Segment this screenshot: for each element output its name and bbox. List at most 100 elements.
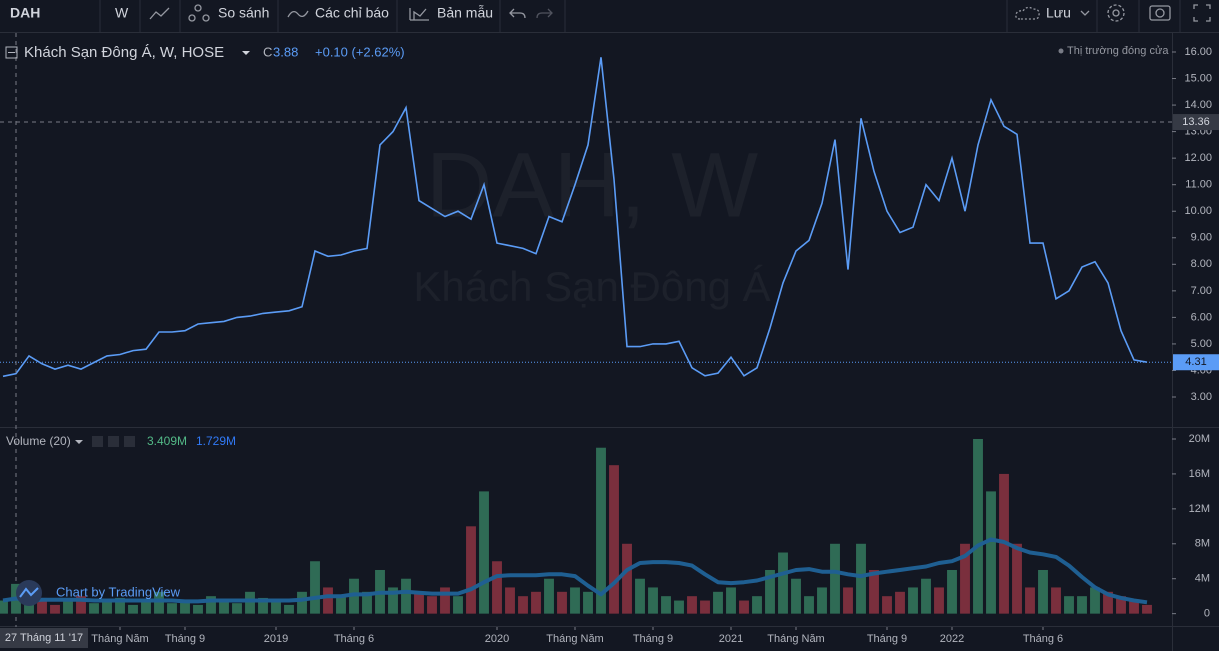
x-tick-label: Tháng Năm [767, 633, 824, 645]
symbol[interactable]: DAH [10, 5, 40, 21]
templates-button[interactable]: Bản mẫu [437, 5, 493, 21]
volume-bar [739, 600, 749, 614]
compare-button[interactable]: So sánh [218, 5, 269, 21]
y-tick-label: 8.00 [1191, 258, 1212, 270]
volume-bar [1103, 591, 1113, 614]
volume-ma-line [2, 537, 1148, 605]
volume-bar [362, 591, 372, 614]
volume-bar [791, 578, 801, 614]
redo-button[interactable] [536, 8, 553, 19]
close-label: C [263, 44, 272, 59]
x-tick-label: Tháng 6 [334, 633, 374, 645]
volume-bar [0, 600, 8, 614]
y-tick-label: 16.00 [1184, 46, 1212, 58]
volume-bar [271, 600, 281, 614]
volume-bar [1090, 587, 1100, 614]
volume-ma-value: 1.729M [196, 434, 236, 448]
watermark-name: Khách Sạn Đông Á [413, 263, 770, 310]
volume-bar [531, 591, 541, 614]
x-tick-label: 2019 [264, 633, 288, 645]
volume-bar [37, 597, 47, 614]
volume-value: 3.409M [147, 434, 187, 448]
y-tick-label: 9.00 [1191, 232, 1212, 244]
volume-bar [1077, 596, 1087, 614]
crosshair-price-label: 13.36 [1182, 116, 1210, 128]
volume-bar [622, 543, 632, 614]
x-tick-label: 2022 [940, 633, 964, 645]
undo-button[interactable] [509, 8, 526, 19]
volume-bar [609, 465, 619, 614]
volume-bar [713, 591, 723, 614]
save-menu[interactable] [1080, 10, 1090, 16]
plot: 3.004.005.006.007.008.009.0010.0011.0012… [0, 33, 1219, 648]
volume-bar [557, 591, 567, 614]
volume-bar [284, 604, 294, 614]
volume-bar [1142, 604, 1152, 614]
volume-bar [24, 603, 34, 614]
volume-bar [765, 569, 775, 614]
y-tick-label: 7.00 [1191, 285, 1212, 297]
volume-bar [167, 603, 177, 614]
volume-bar [102, 600, 112, 614]
y-tick-label: 16M [1189, 468, 1210, 480]
volume-bar [297, 591, 307, 614]
fullscreen-button[interactable] [1193, 4, 1211, 22]
price-line [2, 57, 1148, 378]
volume-bar [947, 569, 957, 614]
templates-icon[interactable] [409, 8, 429, 21]
indicators-button[interactable]: Các chỉ báo [315, 5, 389, 21]
y-tick-label: 11.00 [1185, 179, 1212, 191]
volume-bar [245, 591, 255, 614]
interval[interactable]: W [115, 5, 129, 21]
volume-bar [661, 596, 671, 614]
y-tick-label: 3.00 [1191, 391, 1212, 403]
symbol-menu[interactable] [242, 51, 250, 55]
branding-text[interactable]: Chart by TradingView [56, 584, 181, 599]
volume-bar [804, 596, 814, 614]
volume-menu[interactable] [75, 440, 83, 444]
volume-bar [440, 587, 450, 614]
volume-bar [973, 438, 983, 614]
market-status: Thị trường đóng cửa [1067, 45, 1169, 57]
y-tick-label: 4M [1195, 573, 1210, 585]
snapshot-button[interactable] [1149, 5, 1171, 21]
x-tick-label: Tháng 9 [867, 633, 907, 645]
collapse-icon[interactable] [5, 46, 18, 59]
branding[interactable]: Chart by TradingView [16, 580, 181, 606]
volume-bar [154, 591, 164, 614]
save-button[interactable]: Lưu [1046, 5, 1071, 21]
volume-bar [206, 596, 216, 614]
volume-title[interactable]: Volume (20) [6, 434, 71, 448]
volume-bar [1129, 600, 1139, 614]
chart-type-icon[interactable] [149, 7, 170, 20]
volume-bar [908, 587, 918, 614]
volume-bar [492, 561, 502, 614]
y-tick-label: 0 [1204, 608, 1210, 620]
volume-bar [674, 600, 684, 614]
volume-bar [843, 587, 853, 614]
volume-bar [856, 543, 866, 614]
volume-bar [453, 596, 463, 614]
volume-controls[interactable] [92, 436, 135, 447]
volume-bar [141, 600, 151, 614]
watermark-symbol: DAH, W [426, 134, 758, 236]
volume-bar [583, 591, 593, 614]
volume-bar [427, 596, 437, 614]
volume-bar [180, 600, 190, 614]
y-tick-label: 14.00 [1184, 99, 1212, 111]
volume-bar [414, 591, 424, 614]
volume-bar [1025, 587, 1035, 614]
toolbar: DAH W So sánh Các chỉ báo Bản mẫu Lưu [0, 0, 1219, 33]
volume-bar [310, 561, 320, 614]
change-value: +0.10 (+2.62%) [315, 44, 405, 59]
volume-bar [401, 578, 411, 614]
compare-icon[interactable] [188, 4, 210, 22]
symbol-title[interactable]: Khách Sạn Đông Á, W, HOSE [24, 44, 224, 61]
settings-button[interactable] [1107, 4, 1125, 22]
indicators-icon[interactable] [287, 10, 309, 18]
volume-bar [830, 543, 840, 614]
volume-bar [921, 578, 931, 614]
volume-bar [258, 597, 268, 614]
close-value: 3.88 [273, 44, 298, 59]
y-tick-label: 6.00 [1191, 311, 1212, 323]
